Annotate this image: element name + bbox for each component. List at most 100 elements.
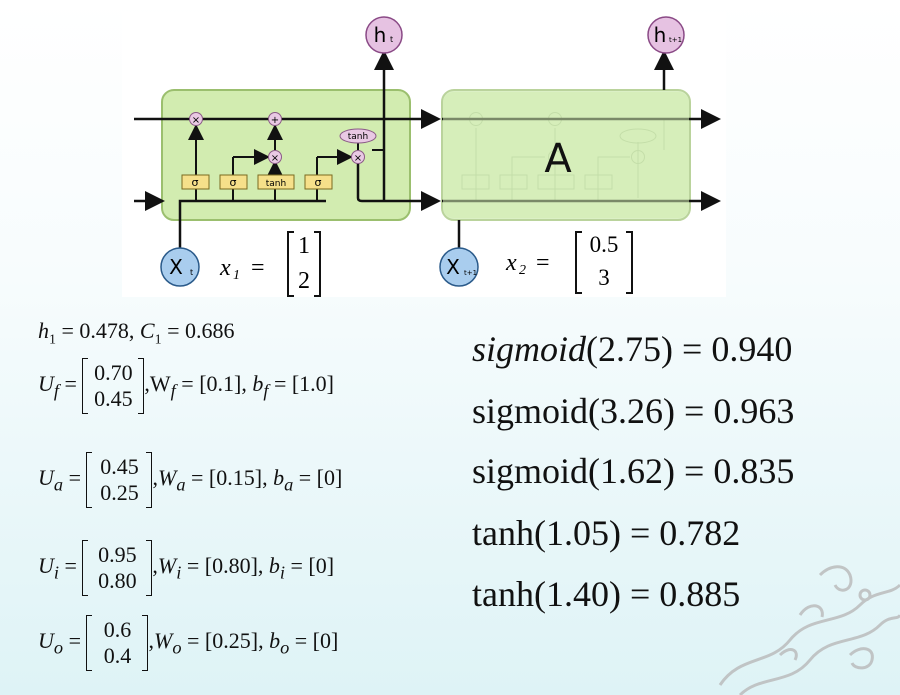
w-sub: a [176,474,186,495]
initial-state: h1 = 0.478, C1 = 0.686 [38,318,235,348]
x2-bracket-right [626,231,633,294]
result-5: tanh(1.40) = 0.885 [472,574,741,614]
result-fn: tanh [472,513,534,553]
u-matrix: 0.95 0.80 [82,540,153,596]
dragon-watermark-icon [718,565,900,695]
w-sub: f [170,380,176,401]
x1-value-2: 2 [298,268,310,294]
cell-2-overlay [443,92,689,218]
u-matrix: 0.45 0.25 [86,452,153,508]
b-label: b [268,553,280,579]
result-3: sigmoid(1.62) = 0.835 [472,451,795,491]
x2-name: x [505,250,517,276]
result-fn: tanh [472,574,534,614]
x2-vector: x 2 = 0.5 3 [505,231,633,294]
u-sub: o [53,637,64,658]
c-label: C [139,318,155,343]
output-node-ht [365,16,403,54]
x2-value-1: 0.5 [590,232,619,257]
u-value-2: 0.80 [98,568,137,593]
gate-sigma-1 [181,174,210,190]
result-2: sigmoid(3.26) = 0.963 [472,391,795,431]
result-arg: 1.40 [545,574,609,614]
b-value: [0] [316,465,343,491]
b-value: [0] [312,628,339,654]
lstm-cell-2: A X t+1 h t+1 [439,16,721,287]
result-arg: 1.62 [600,451,664,491]
u-label: U [38,553,54,579]
input-node-xt1 [439,247,479,287]
w-label: W [157,553,177,579]
u-value-1: 0.95 [98,542,137,567]
output-node-label: h [374,23,387,47]
result-fn: sigmoid [472,329,587,369]
x1-bracket-right [314,231,321,297]
lstm-cell-1: σ σ tanh σ × + × × tanh X t h t [134,16,441,287]
b-value: [1.0] [291,371,335,397]
x1-value-1: 1 [298,233,310,259]
tanh-op-label: tanh [348,132,368,142]
b-label: b [252,371,264,397]
result-1: sigmoid(2.75) = 0.940 [472,329,793,369]
b-sub: o [280,637,290,658]
result-arg: 1.05 [545,513,609,553]
x2-sub: 2 [519,263,526,278]
u-matrix: 0.70 0.45 [82,358,145,414]
x2-value-2: 3 [598,265,610,290]
u-sub: i [53,562,59,583]
u-sub: a [53,474,64,495]
result-4: tanh(1.05) = 0.782 [472,513,741,553]
op-multiply-1 [189,112,203,126]
u-label: U [38,628,54,654]
h-sub: 1 [49,332,56,348]
op-multiply-2 [268,150,282,164]
u-value-1: 0.6 [103,617,132,642]
w-label: W [157,465,177,491]
input-node-xt [160,247,200,287]
w-label: W [149,371,171,397]
param-row-o: Uo = 0.6 0.4 ,Wo = [0.25], bo = [0] [38,615,338,671]
op-multiply-3 [351,150,365,164]
op-label-1: × [192,115,200,126]
x2-equals: = [536,250,550,276]
input-path [178,199,326,252]
result-value: 0.782 [659,513,741,553]
u-value-2: 0.25 [100,480,139,505]
op-label-2: + [271,115,279,126]
input-node-2-label: X [446,255,460,279]
gate-label-1: σ [192,176,199,189]
gate-tanh [257,174,295,190]
x1-sub: 1 [233,268,240,283]
u-label: U [38,465,54,491]
w-sub: i [176,562,182,583]
x1-vector: x 1 = 1 2 [219,231,321,297]
w-value: [0.1] [199,371,242,397]
x1-equals: = [251,255,265,281]
b-label: b [269,628,281,654]
result-value: 0.885 [659,574,741,614]
result-arg: 3.26 [600,391,664,431]
gate-label-4: σ [315,176,322,189]
b-label: b [273,465,285,491]
h-label: h [38,318,49,343]
c-sub: 1 [154,332,162,348]
hidden-out-line [356,160,441,211]
u-value-2: 0.4 [103,643,132,668]
op-label-4: × [354,153,362,164]
h-value: 0.478 [79,318,129,343]
w-sub: o [172,637,182,658]
c-value: 0.686 [185,318,235,343]
u-value-2: 0.45 [94,386,133,411]
result-fn: sigmoid [472,391,589,431]
input-node-2-sub: t+1 [464,269,477,277]
u-value-1: 0.45 [100,454,139,479]
result-fn: sigmoid [472,451,589,491]
result-value: 0.835 [713,451,795,491]
result-value: 0.940 [711,329,793,369]
gate-label-3: tanh [266,179,286,189]
b-value: [0] [308,553,335,579]
lstm-diagram: σ σ tanh σ × + × × tanh X t h t [122,12,726,297]
x1-bracket-left [287,231,294,297]
output-node-2-sub: t+1 [669,36,682,44]
param-row-a: Ua = 0.45 0.25 ,Wa = [0.15], ba = [0] [38,452,342,508]
